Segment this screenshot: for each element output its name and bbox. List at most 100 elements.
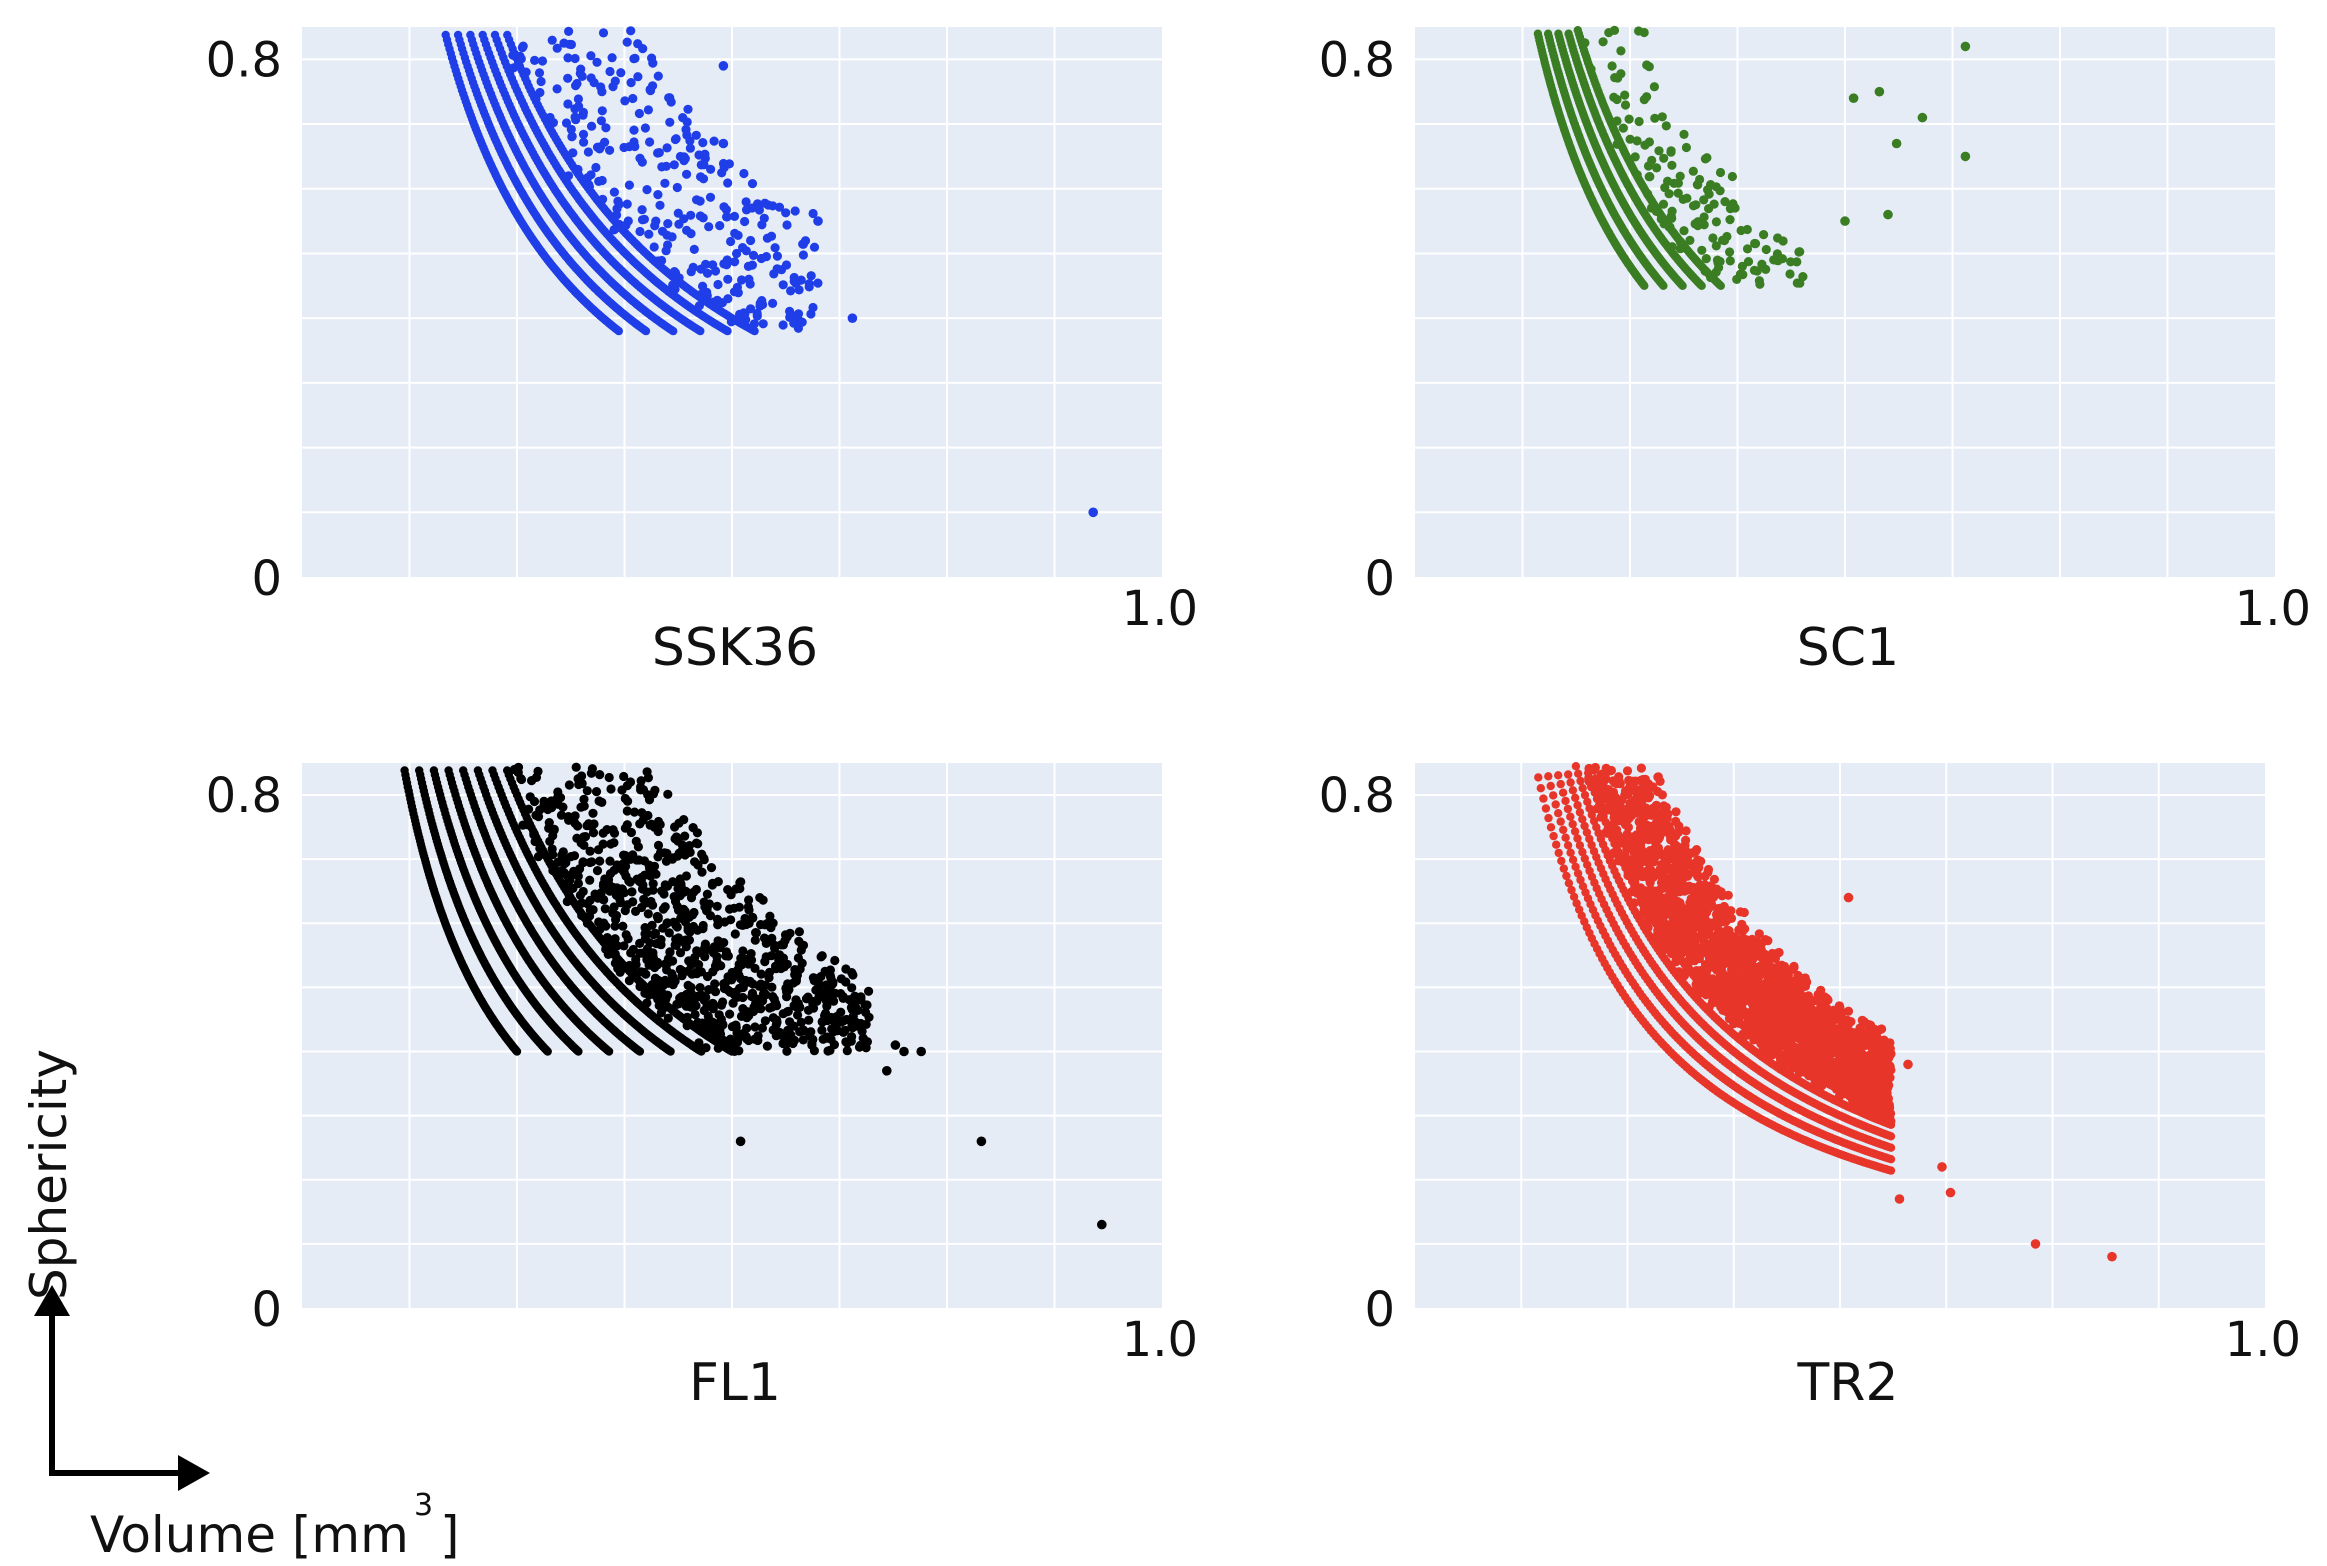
data-point: [536, 76, 546, 87]
data-point: [1554, 809, 1563, 818]
data-point: [652, 960, 663, 970]
data-point: [586, 73, 596, 83]
data-point: [1539, 794, 1548, 803]
data-point: [648, 950, 658, 960]
data-point: [742, 1023, 752, 1033]
data-point: [1778, 236, 1788, 246]
data-point: [1886, 1132, 1896, 1141]
data-point: [738, 243, 748, 253]
data-point: [1634, 116, 1644, 127]
data-point: [774, 202, 785, 212]
data-point: [644, 860, 654, 870]
data-point: [1769, 255, 1779, 265]
data-point: [657, 886, 667, 896]
data-point: [561, 118, 572, 128]
data-point: [518, 41, 528, 51]
data-point: [1777, 254, 1787, 264]
data-point: [1534, 773, 1543, 782]
data-point: [702, 904, 712, 914]
data-point: [545, 112, 555, 123]
data-point: [1679, 226, 1689, 236]
y-tick-label: 0: [251, 551, 282, 607]
data-point: [749, 319, 760, 329]
data-point: [627, 887, 637, 897]
data-point: [566, 124, 576, 134]
data-point: [682, 1012, 692, 1022]
data-point: [696, 967, 707, 977]
data-point: [607, 53, 617, 63]
data-point: [825, 1045, 835, 1055]
data-point: [688, 996, 698, 1007]
data-point: [1703, 185, 1713, 195]
data-point: [575, 864, 585, 874]
data-point: [767, 933, 777, 944]
data-point: [857, 1026, 867, 1036]
data-point: [1697, 281, 1706, 290]
data-point: [524, 804, 534, 814]
data-point: [686, 956, 696, 966]
data-point: [753, 1035, 763, 1045]
data-point: [746, 235, 756, 246]
data-point: [1620, 90, 1630, 100]
data-point: [723, 294, 733, 304]
data-point: [1649, 82, 1659, 92]
data-point: [1563, 804, 1573, 814]
data-point: [629, 807, 640, 817]
data-point: [566, 39, 577, 50]
data-point: [671, 832, 682, 842]
data-point: [592, 866, 603, 876]
data-point: [1568, 786, 1578, 795]
data-point: [684, 912, 694, 922]
data-point: [622, 37, 632, 47]
data-point: [722, 255, 732, 265]
data-point: [658, 923, 668, 933]
data-point: [622, 820, 632, 830]
data-point: [552, 43, 562, 53]
chart-title: SC1: [1797, 618, 1899, 678]
data-point: [1658, 199, 1669, 209]
data-point: [596, 82, 606, 92]
data-point: [1688, 166, 1698, 176]
data-point: [1691, 200, 1701, 210]
data-point: [729, 211, 740, 221]
data-point: [662, 143, 672, 153]
data-point: [1554, 771, 1563, 780]
data-point: [601, 921, 611, 931]
data-point-outlier: [1960, 151, 1971, 162]
data-point-outlier: [976, 1136, 987, 1147]
data-point: [1571, 793, 1580, 802]
data-point: [780, 936, 790, 946]
data-point: [719, 938, 729, 948]
data-point: [649, 242, 659, 252]
data-point: [588, 828, 599, 838]
data-point: [798, 250, 809, 260]
data-point: [730, 257, 740, 267]
data-point: [794, 285, 804, 295]
data-point: [1711, 241, 1721, 251]
data-point: [718, 997, 728, 1007]
data-point: [1685, 235, 1695, 245]
data-point: [549, 862, 559, 872]
data-point: [567, 132, 577, 142]
data-point: [706, 164, 716, 174]
data-point: [578, 110, 588, 120]
data-point: [844, 1015, 855, 1025]
data-point: [1697, 245, 1707, 255]
data-point-outlier: [1088, 507, 1098, 518]
data-point-outlier: [899, 1046, 909, 1057]
data-point: [591, 787, 602, 797]
data-point: [605, 66, 615, 77]
data-point: [1630, 152, 1640, 162]
data-point: [725, 1009, 735, 1019]
data-point: [1544, 813, 1553, 823]
data-point: [1666, 211, 1676, 221]
data-point: [651, 216, 661, 226]
data-point: [1654, 146, 1664, 156]
data-point: [582, 899, 593, 909]
data-point: [1700, 266, 1710, 276]
data-point: [588, 808, 598, 818]
data-point: [1561, 796, 1570, 806]
data-point: [653, 826, 663, 837]
data-point: [691, 130, 701, 140]
